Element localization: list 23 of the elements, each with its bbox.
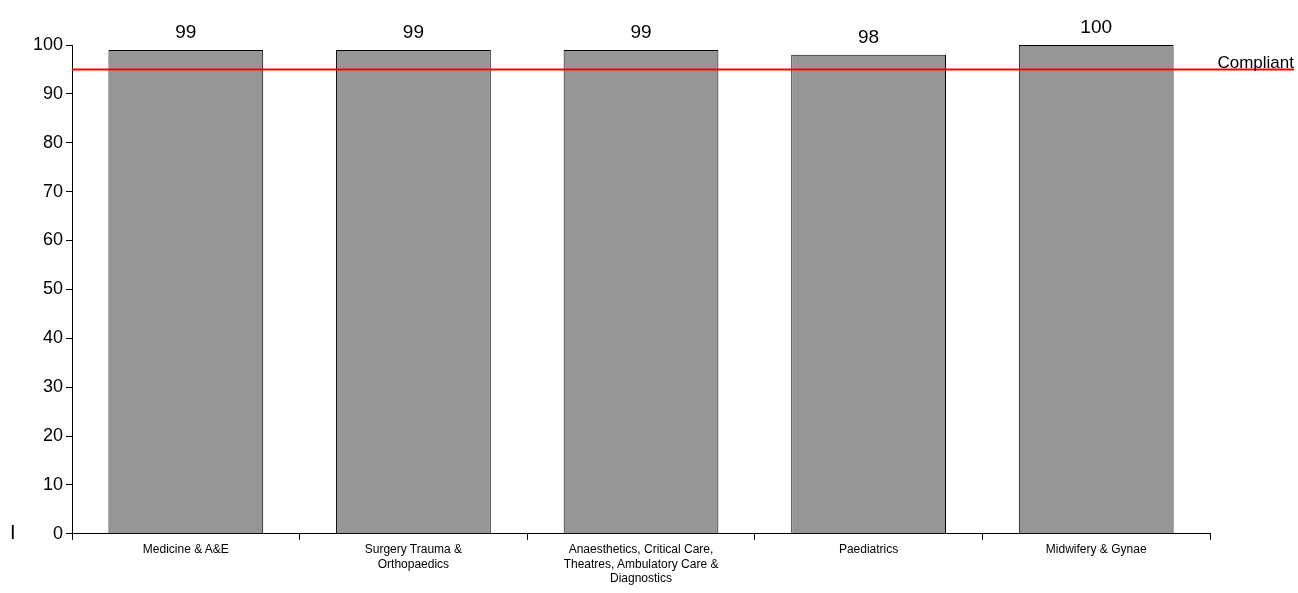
- y-tick-label: 60: [43, 229, 64, 250]
- data-label: 98: [858, 25, 880, 47]
- ref-line-label: Compliant: [1217, 52, 1295, 72]
- y-tick-label: 0: [53, 522, 64, 543]
- data-label: 99: [630, 20, 652, 42]
- x-tick-label: Midwifery & Gynae: [1045, 542, 1147, 557]
- y-tick-label: 50: [43, 278, 64, 299]
- y-tick-label: 90: [43, 82, 64, 103]
- text: I: [10, 521, 16, 544]
- data-label: 100: [1080, 15, 1113, 37]
- y-tick-label: 70: [43, 180, 64, 201]
- y-tick-label: 30: [43, 376, 64, 397]
- x-tick-label: Paediatrics: [838, 542, 899, 557]
- y-tick-label: 80: [43, 131, 64, 152]
- x-tick-label: Surgery Trauma & Orthopaedics: [364, 542, 463, 571]
- y-tick-label: 40: [43, 327, 64, 348]
- x-tick-label: Anaesthetics, Critical Care, Theatres, Ambulatory Care & Diagnostics: [563, 542, 719, 586]
- data-label: 99: [402, 20, 424, 42]
- y-tick-label: 20: [43, 425, 64, 446]
- y-tick-label: 100: [32, 33, 64, 54]
- y-tick-label: 10: [43, 473, 64, 494]
- data-label: 99: [175, 20, 197, 42]
- x-tick-label: Medicine & A&E: [142, 542, 229, 557]
